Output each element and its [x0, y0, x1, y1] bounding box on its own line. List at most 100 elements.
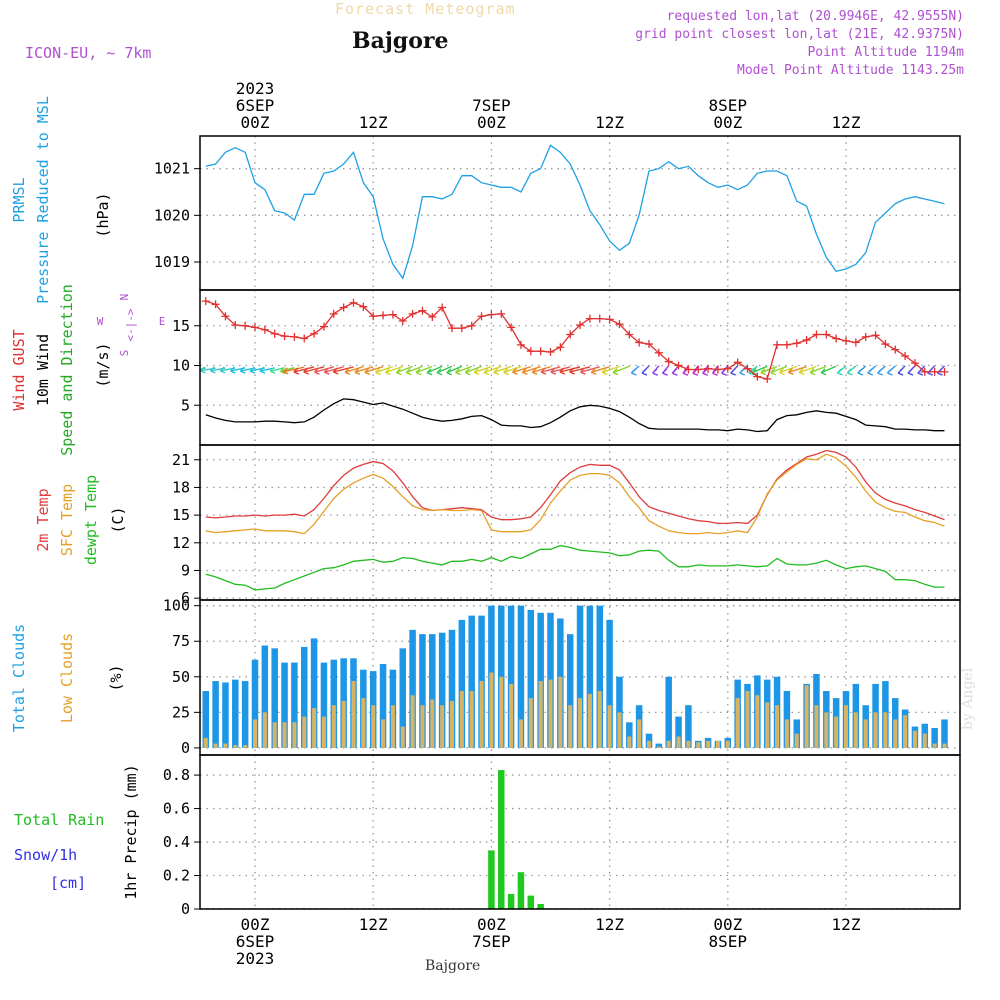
bar-low-clouds — [765, 702, 770, 748]
bar-low-clouds — [627, 736, 632, 748]
panel-pressure: 1019 1020 1021 — [154, 135, 961, 291]
bar-low-clouds — [213, 743, 218, 748]
bar-low-clouds — [775, 705, 780, 748]
wind-arrow — [314, 366, 334, 373]
wind-arrow-head — [591, 371, 597, 375]
wind-arrow — [293, 366, 315, 373]
wind-arrow-head — [332, 367, 338, 373]
wind-arrow-head — [464, 368, 470, 374]
top-time-label: 12Z — [359, 113, 388, 132]
wind-arrow-head — [612, 368, 618, 374]
y-tick-label: 25 — [172, 703, 190, 721]
gust-marker — [280, 332, 289, 341]
precip-axis-label: 1hr Precip (mm) — [122, 764, 140, 899]
wind-arrow-head — [269, 370, 276, 374]
wind-arrow-head — [415, 371, 422, 376]
bar-total-clouds — [251, 659, 259, 748]
gust-marker — [930, 367, 939, 376]
bar-total-clouds — [685, 705, 692, 748]
wind-arrow-head — [760, 368, 766, 374]
wind-arrow — [522, 365, 541, 373]
bar-total-clouds — [566, 634, 574, 748]
wind-arrow-head — [375, 367, 381, 373]
bar-total-clouds — [507, 605, 515, 748]
gust-marker — [625, 330, 634, 339]
series-line-dewpt-temp — [205, 544, 945, 591]
wind-arrow-head — [760, 371, 767, 376]
gust-marker — [851, 338, 860, 347]
gust-marker — [635, 338, 644, 347]
wind-arrow-head — [662, 368, 668, 374]
bar-low-clouds — [518, 719, 523, 748]
gust-marker — [802, 336, 811, 345]
gust-marker — [694, 365, 703, 374]
wind-arrow-head — [314, 367, 320, 373]
series-group — [202, 605, 948, 748]
bar-total-clouds — [537, 612, 544, 748]
gust-marker — [556, 343, 565, 352]
bar-total-clouds — [665, 676, 672, 748]
gust-marker — [418, 306, 427, 315]
bar-total-clouds — [419, 634, 426, 748]
compass-s: S — [118, 350, 131, 357]
wind-arrow — [344, 365, 364, 373]
bar-low-clouds — [292, 722, 297, 748]
bar-total-clouds — [291, 662, 298, 748]
bottom-time-label: 6SEP — [236, 932, 275, 951]
gust-marker — [211, 300, 220, 309]
wind-arrow — [364, 365, 384, 373]
gust-marker — [241, 321, 250, 330]
wind-arrow — [270, 367, 285, 372]
precip-label-cm: [cm] — [50, 874, 86, 892]
top-time-label: 8SEP — [709, 96, 748, 115]
gust-marker — [251, 323, 259, 332]
series-group — [205, 449, 945, 591]
wind-arrow-head — [512, 371, 518, 375]
gust-marker — [477, 312, 486, 321]
bottom-time-label: 12Z — [832, 915, 861, 934]
y-tick-label: 0 — [181, 739, 190, 757]
panel-label: 10m Wind — [34, 334, 52, 406]
series-line-10m-wind — [205, 398, 945, 433]
bar-total-clouds — [222, 682, 229, 748]
gust-marker — [408, 309, 417, 318]
wind-arrow-head — [191, 367, 195, 371]
wind-arrow — [354, 365, 374, 373]
top-time-label: 00Z — [477, 113, 506, 132]
wind-arrow-head — [279, 366, 285, 372]
bar-low-clouds — [617, 712, 622, 748]
bar-low-clouds — [430, 699, 435, 748]
wind-arrow-head — [601, 367, 607, 373]
gust-marker — [379, 311, 388, 320]
bar-low-clouds — [844, 705, 848, 748]
bar-low-clouds — [834, 716, 839, 748]
wind-arrow-head — [820, 368, 826, 374]
wind-arrow — [406, 365, 423, 374]
gust-marker — [871, 331, 880, 340]
bar-low-clouds — [381, 719, 386, 748]
bar-total-clouds — [212, 681, 219, 748]
wind-arrow-head — [436, 368, 442, 374]
gust-marker — [566, 330, 575, 339]
bar-low-clouds — [784, 719, 789, 748]
bar-low-clouds — [440, 705, 445, 748]
wind-arrow-head — [937, 372, 943, 376]
bar-low-clouds — [706, 740, 711, 748]
gust-marker — [487, 310, 496, 319]
y-tick-label: 10 — [172, 357, 190, 375]
bar-low-clouds — [459, 691, 464, 748]
bar-total-clouds — [330, 659, 338, 748]
bar-total-clouds — [232, 679, 239, 748]
wind-arrow-head — [712, 372, 718, 376]
bottom-time-label: 12Z — [595, 915, 624, 934]
wind-arrow-head — [927, 372, 933, 376]
bar-total-rain — [498, 770, 505, 909]
wind-arrow — [493, 365, 512, 374]
wind-arrow-head — [907, 372, 914, 376]
bar-low-clouds — [794, 733, 799, 748]
gust-marker — [861, 332, 870, 341]
panel-wind: 5 10 15 — [172, 289, 961, 446]
bar-total-clouds — [498, 605, 505, 748]
bar-total-clouds — [438, 632, 446, 748]
bar-total-clouds — [241, 681, 249, 748]
